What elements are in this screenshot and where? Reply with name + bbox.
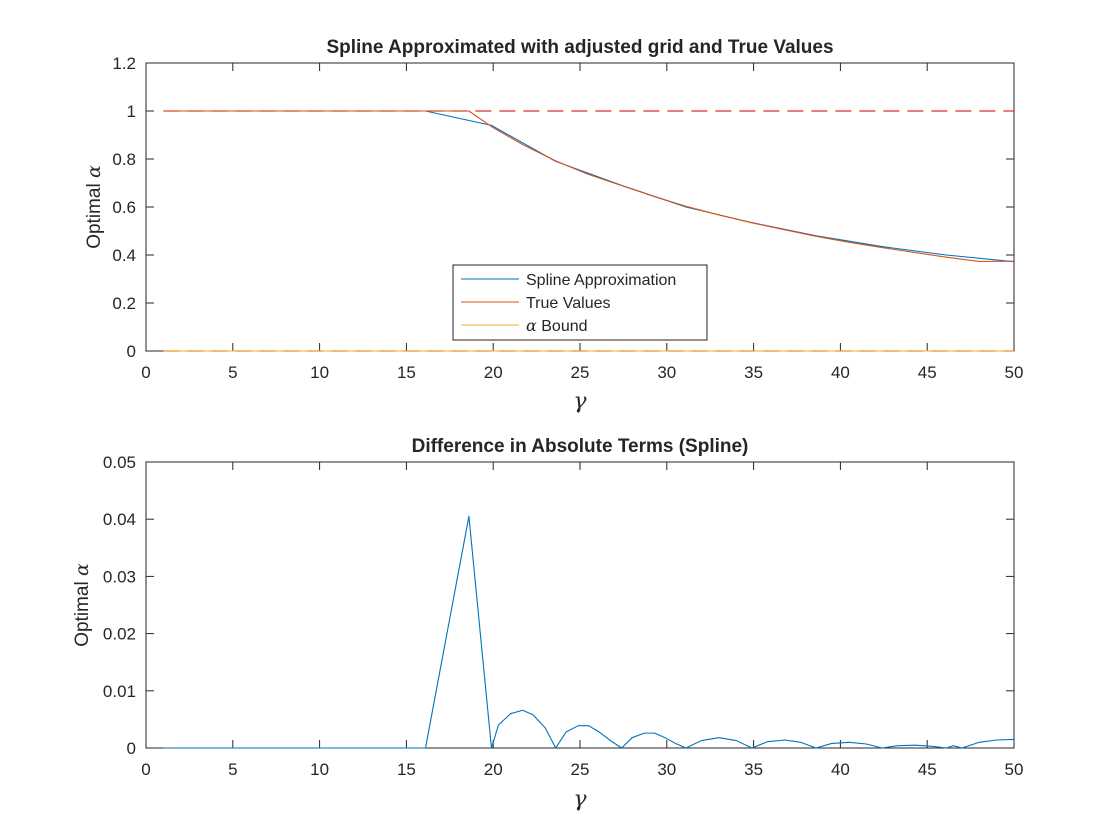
- bottom-y-tick-label: 0: [127, 739, 136, 758]
- bottom-x-tick-label: 10: [310, 760, 329, 779]
- top-x-tick-label: 0: [141, 363, 150, 382]
- bottom-y-tick-label: 0.03: [103, 567, 136, 586]
- top-y-axis-label: Optimal α: [83, 165, 105, 249]
- bottom-y-axis-label: Optimal α: [71, 563, 93, 647]
- top-x-tick-label: 15: [397, 363, 416, 382]
- top-subplot: Spline Approximated with adjusted grid a…: [83, 37, 1023, 414]
- legend-label-bound-symbol: α: [526, 316, 537, 335]
- bottom-x-ticks: 0 5 10 15 20 25 30 35 40 45 50: [141, 462, 1023, 779]
- legend-label-spline: Spline Approximation: [526, 272, 676, 289]
- bottom-x-tick-label: 5: [228, 760, 237, 779]
- bottom-y-tick-label: 0.01: [103, 682, 136, 701]
- bottom-x-axis-label: γ: [573, 787, 587, 812]
- top-x-tick-label: 10: [310, 363, 329, 382]
- top-x-tick-label: 45: [918, 363, 937, 382]
- bottom-series-difference: [163, 515, 1015, 749]
- top-x-tick-label: 20: [484, 363, 503, 382]
- top-y-tick-label: 0.2: [112, 294, 136, 313]
- top-y-ticks: 0 0.2 0.4 0.6 0.8 1 1.2: [112, 54, 1014, 361]
- bottom-y-tick-label: 0.05: [103, 453, 136, 472]
- bottom-plot-area: [163, 515, 1015, 749]
- top-y-tick-label: 0.4: [112, 246, 136, 265]
- bottom-x-tick-label: 40: [831, 760, 850, 779]
- bottom-y-tick-label: 0.04: [103, 510, 136, 529]
- legend-label-bound: α Bound: [526, 316, 588, 335]
- legend: Spline Approximation True Values α Bound: [452, 264, 708, 341]
- top-x-tick-label: 40: [831, 363, 850, 382]
- bottom-x-tick-label: 35: [744, 760, 763, 779]
- bottom-x-tick-label: 20: [484, 760, 503, 779]
- top-y-axis-label-symbol: α: [83, 165, 105, 178]
- top-series-spline-approximation: [163, 110, 1015, 263]
- bottom-y-tick-label: 0.02: [103, 625, 136, 644]
- top-x-tick-label: 25: [571, 363, 590, 382]
- bottom-x-tick-label: 0: [141, 760, 150, 779]
- legend-label-bound-text: Bound: [537, 318, 588, 335]
- top-x-ticks: 0 5 10 15 20 25 30 35 40 45 50: [141, 63, 1023, 382]
- bottom-y-ticks: 0 0.01 0.02 0.03 0.04 0.05: [103, 453, 1014, 758]
- bottom-x-tick-label: 45: [918, 760, 937, 779]
- legend-label-true: True Values: [526, 295, 610, 312]
- bottom-chart-title: Difference in Absolute Terms (Spline): [412, 436, 749, 457]
- top-y-axis-label-text: Optimal: [84, 178, 105, 249]
- top-plot-area: [163, 110, 1015, 352]
- top-x-tick-label: 35: [744, 363, 763, 382]
- top-y-tick-label: 0: [127, 342, 136, 361]
- bottom-axes-box: [145, 461, 1015, 749]
- top-y-tick-label: 1.2: [112, 54, 136, 73]
- bottom-x-tick-label: 15: [397, 760, 416, 779]
- top-chart-title: Spline Approximated with adjusted grid a…: [326, 37, 833, 58]
- bottom-y-axis-label-symbol: α: [71, 563, 93, 576]
- bottom-x-tick-label: 30: [657, 760, 676, 779]
- top-x-axis-label: γ: [573, 389, 587, 414]
- top-y-tick-label: 0.6: [112, 198, 136, 217]
- top-x-tick-label: 5: [228, 363, 237, 382]
- bottom-x-tick-label: 25: [571, 760, 590, 779]
- top-x-tick-label: 30: [657, 363, 676, 382]
- bottom-subplot: Difference in Absolute Terms (Spline) 0 5…: [71, 436, 1023, 812]
- top-series-true-values: [163, 110, 1015, 263]
- bottom-y-axis-label-text: Optimal: [72, 576, 93, 647]
- bottom-x-tick-label: 50: [1005, 760, 1024, 779]
- top-x-tick-label: 50: [1005, 363, 1024, 382]
- top-y-tick-label: 1: [127, 102, 136, 121]
- top-y-tick-label: 0.8: [112, 150, 136, 169]
